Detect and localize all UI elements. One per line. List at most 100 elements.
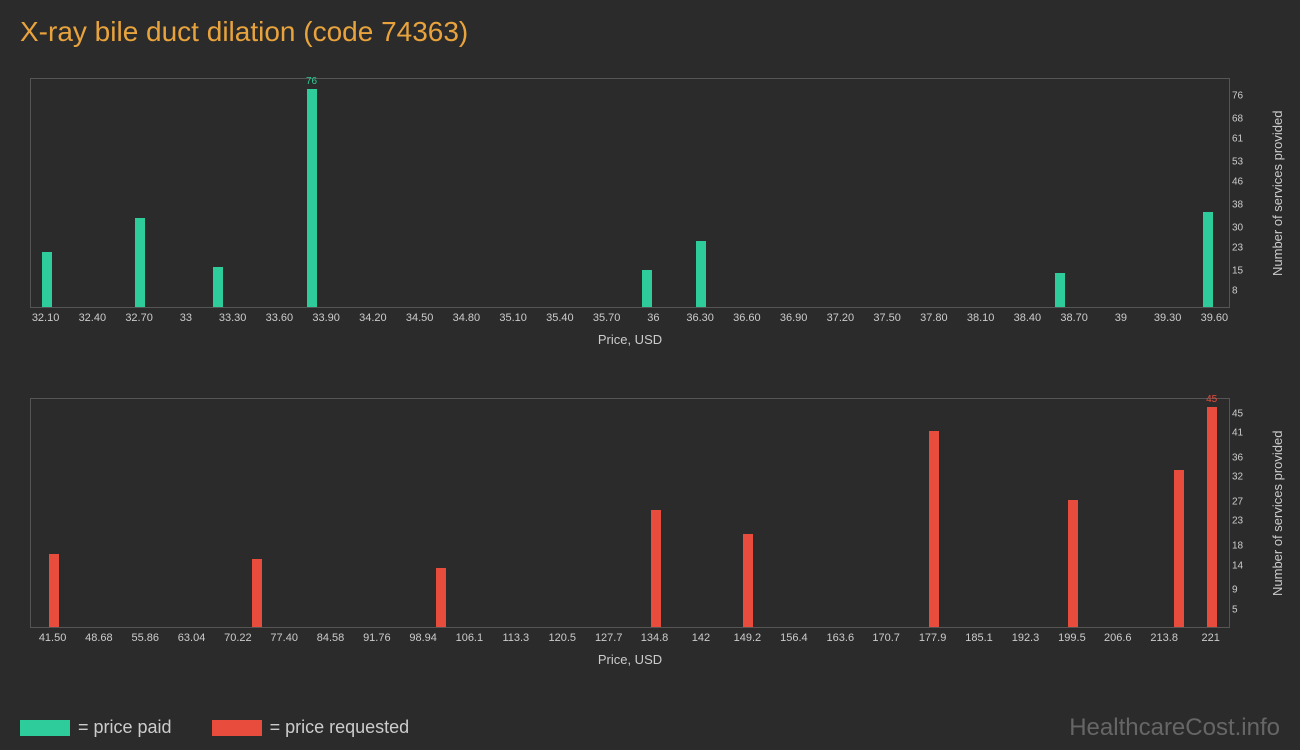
y-tick: 15 bbox=[1232, 265, 1243, 276]
bar bbox=[42, 252, 52, 307]
legend-label-paid: = price paid bbox=[78, 717, 172, 738]
bottom-chart: 45 41.5048.6855.8663.0470.2277.4084.5891… bbox=[20, 388, 1280, 678]
x-tick: 113.3 bbox=[502, 632, 529, 644]
x-tick: 120.5 bbox=[548, 632, 576, 644]
x-tick: 48.68 bbox=[85, 632, 113, 644]
legend-item-paid: = price paid bbox=[20, 717, 172, 738]
x-tick: 55.86 bbox=[131, 632, 159, 644]
legend-swatch-paid bbox=[20, 720, 70, 736]
bar bbox=[1207, 407, 1217, 627]
x-tick: 32.70 bbox=[125, 312, 153, 324]
bar bbox=[213, 267, 223, 307]
x-tick: 156.4 bbox=[780, 632, 808, 644]
x-tick: 106.1 bbox=[456, 632, 484, 644]
y-tick: 53 bbox=[1232, 156, 1243, 167]
bar bbox=[49, 554, 59, 627]
x-tick: 35.10 bbox=[499, 312, 527, 324]
x-tick: 77.40 bbox=[270, 632, 298, 644]
x-tick: 36.60 bbox=[733, 312, 761, 324]
x-tick: 34.50 bbox=[406, 312, 434, 324]
x-tick: 185.1 bbox=[965, 632, 993, 644]
x-tick: 38.10 bbox=[967, 312, 995, 324]
y-tick: 36 bbox=[1232, 452, 1243, 463]
bar bbox=[1068, 500, 1078, 627]
y-tick: 46 bbox=[1232, 176, 1243, 187]
legend-label-requested: = price requested bbox=[270, 717, 410, 738]
x-tick: 192.3 bbox=[1012, 632, 1040, 644]
x-tick: 91.76 bbox=[363, 632, 391, 644]
bar bbox=[307, 89, 317, 308]
x-tick: 70.22 bbox=[224, 632, 252, 644]
x-tick: 163.6 bbox=[827, 632, 855, 644]
x-tick: 37.80 bbox=[920, 312, 948, 324]
x-tick: 36 bbox=[647, 312, 659, 324]
y-tick: 23 bbox=[1232, 516, 1243, 527]
x-tick: 33 bbox=[180, 312, 192, 324]
x-tick: 84.58 bbox=[317, 632, 345, 644]
bar-value-label: 76 bbox=[306, 76, 317, 87]
bottom-xlabel: Price, USD bbox=[30, 652, 1230, 667]
x-tick: 127.7 bbox=[595, 632, 623, 644]
y-tick: 27 bbox=[1232, 496, 1243, 507]
bar bbox=[1203, 212, 1213, 307]
top-chart: 76 32.10 32.40 32.70 33 33.30 33.60 33.90 34.20… bbox=[20, 68, 1280, 358]
y-tick: 5 bbox=[1232, 604, 1238, 615]
x-tick: 35.40 bbox=[546, 312, 574, 324]
y-tick: 8 bbox=[1232, 286, 1238, 297]
legend: = price paid = price requested bbox=[20, 717, 409, 738]
x-tick: 37.50 bbox=[873, 312, 901, 324]
bar bbox=[252, 559, 262, 628]
x-tick: 134.8 bbox=[641, 632, 669, 644]
x-tick: 39.30 bbox=[1154, 312, 1182, 324]
bottom-ylabel: Number of services provided bbox=[1270, 398, 1290, 628]
x-tick: 37.20 bbox=[827, 312, 855, 324]
y-tick: 76 bbox=[1232, 90, 1243, 101]
x-tick: 221 bbox=[1201, 632, 1219, 644]
bar bbox=[135, 218, 145, 307]
top-xlabel: Price, USD bbox=[30, 332, 1230, 347]
x-tick: 41.50 bbox=[39, 632, 67, 644]
x-tick: 36.30 bbox=[686, 312, 714, 324]
x-tick: 63.04 bbox=[178, 632, 206, 644]
x-tick: 149.2 bbox=[734, 632, 762, 644]
y-tick: 14 bbox=[1232, 560, 1243, 571]
x-tick: 39 bbox=[1115, 312, 1127, 324]
x-tick: 35.70 bbox=[593, 312, 621, 324]
watermark: HealthcareCost.info bbox=[1069, 714, 1280, 742]
x-tick: 34.20 bbox=[359, 312, 387, 324]
x-tick: 177.9 bbox=[919, 632, 947, 644]
y-tick: 30 bbox=[1232, 222, 1243, 233]
bar bbox=[1174, 470, 1184, 627]
x-tick: 33.60 bbox=[266, 312, 294, 324]
x-tick: 38.70 bbox=[1060, 312, 1088, 324]
chart-title: X-ray bile duct dilation (code 74363) bbox=[20, 16, 1280, 48]
x-tick: 36.90 bbox=[780, 312, 808, 324]
x-tick: 142 bbox=[692, 632, 710, 644]
bar bbox=[642, 270, 652, 307]
legend-item-requested: = price requested bbox=[212, 717, 410, 738]
legend-swatch-requested bbox=[212, 720, 262, 736]
bar bbox=[436, 568, 446, 627]
x-tick: 213.8 bbox=[1150, 632, 1178, 644]
x-tick: 98.94 bbox=[409, 632, 437, 644]
x-tick: 199.5 bbox=[1058, 632, 1086, 644]
y-tick: 23 bbox=[1232, 242, 1243, 253]
y-tick: 41 bbox=[1232, 428, 1243, 439]
x-tick: 32.40 bbox=[79, 312, 107, 324]
x-tick: 34.80 bbox=[453, 312, 481, 324]
bar bbox=[929, 431, 939, 627]
x-tick: 170.7 bbox=[872, 632, 900, 644]
x-tick: 33.90 bbox=[312, 312, 340, 324]
y-tick: 32 bbox=[1232, 472, 1243, 483]
x-tick: 33.30 bbox=[219, 312, 247, 324]
x-tick: 206.6 bbox=[1104, 632, 1132, 644]
bar-value-label: 45 bbox=[1206, 394, 1217, 405]
top-ylabel: Number of services provided bbox=[1270, 78, 1290, 308]
bar bbox=[743, 534, 753, 627]
x-tick: 39.60 bbox=[1201, 312, 1229, 324]
x-tick: 38.40 bbox=[1014, 312, 1042, 324]
y-tick: 68 bbox=[1232, 113, 1243, 124]
bar bbox=[696, 241, 706, 307]
x-tick: 32.10 bbox=[32, 312, 60, 324]
y-tick: 9 bbox=[1232, 584, 1238, 595]
